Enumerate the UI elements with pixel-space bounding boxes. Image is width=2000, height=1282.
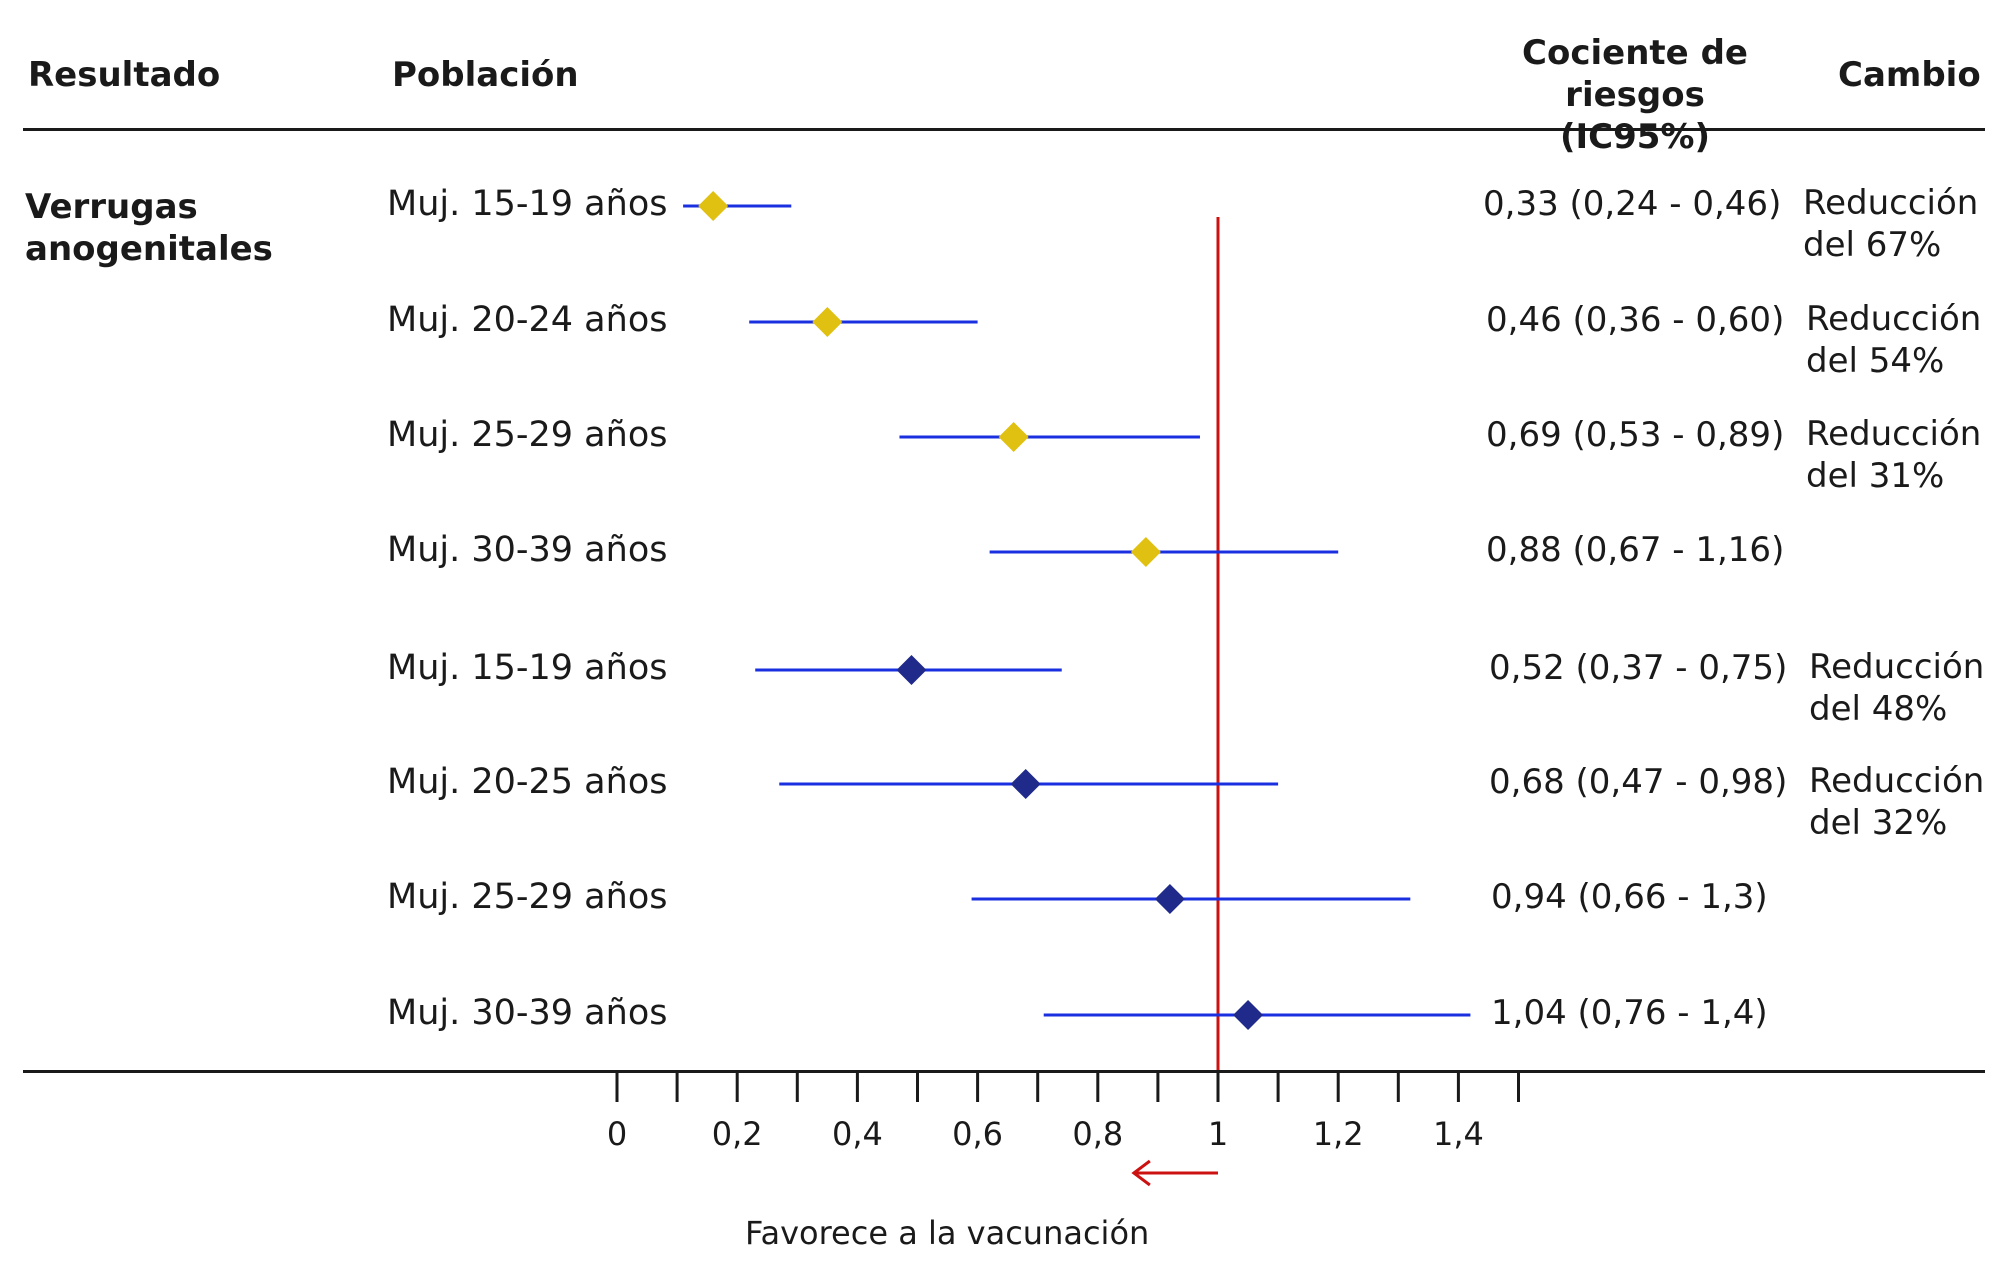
outcome-label-line2: anogenitales: [25, 229, 273, 269]
change-value: Reducción del 48%: [1809, 646, 1984, 730]
header-risk-ratio-line2: (IC95%): [1559, 117, 1711, 157]
change-line1: Reducción: [1806, 299, 1982, 339]
estimate-marker: [896, 655, 927, 685]
x-axis-tick-label: 0,8: [1072, 1115, 1123, 1153]
change-line2: del 31%: [1806, 456, 1945, 496]
change-line2: del 67%: [1803, 225, 1942, 265]
header-risk-ratio: Cociente de riesgos (IC95%): [1455, 32, 1815, 158]
change-line1: Reducción: [1809, 647, 1985, 687]
favors-vaccination-label: Favorece a la vacunación: [745, 1214, 1150, 1252]
favor-arrow-head: [1131, 1159, 1151, 1187]
population-label: Muj. 30-39 años: [387, 993, 668, 1033]
change-value: Reducción del 67%: [1803, 182, 1978, 266]
estimate-marker: [1154, 884, 1185, 914]
population-label: Muj. 20-24 años: [387, 300, 668, 340]
x-axis-tick-label: 0,2: [712, 1115, 763, 1153]
estimate-marker: [698, 191, 729, 221]
change-line1: Reducción: [1803, 183, 1979, 223]
estimate-marker: [812, 307, 843, 337]
risk-ratio-value: 0,69 (0,53 - 0,89): [1486, 415, 1785, 455]
change-value: Reducción del 54%: [1806, 298, 1981, 382]
header-population: Población: [392, 55, 579, 95]
change-line1: Reducción: [1806, 414, 1982, 454]
x-axis-tick-label: 1,4: [1433, 1115, 1484, 1153]
risk-ratio-value: 0,46 (0,36 - 0,60): [1486, 300, 1785, 340]
change-line1: Reducción: [1809, 761, 1985, 801]
axis-baseline: [23, 1070, 1985, 1073]
risk-ratio-value: 0,68 (0,47 - 0,98): [1489, 762, 1788, 802]
estimate-marker: [1010, 769, 1041, 799]
estimate-marker: [998, 422, 1029, 452]
population-label: Muj. 20-25 años: [387, 762, 668, 802]
risk-ratio-value: 1,04 (0,76 - 1,4): [1491, 993, 1768, 1033]
change-value: Reducción del 32%: [1809, 760, 1984, 844]
header-risk-ratio-line1: Cociente de riesgos: [1522, 33, 1748, 115]
outcome-label: Verrugas anogenitales: [25, 186, 273, 270]
header-result: Resultado: [28, 55, 221, 95]
estimate-marker: [1130, 537, 1161, 567]
risk-ratio-value: 0,33 (0,24 - 0,46): [1483, 184, 1782, 224]
header-rule: [23, 128, 1985, 131]
population-label: Muj. 25-29 años: [387, 415, 668, 455]
population-label: Muj. 25-29 años: [387, 877, 668, 917]
risk-ratio-value: 0,94 (0,66 - 1,3): [1491, 877, 1768, 917]
population-label: Muj. 15-19 años: [387, 648, 668, 688]
x-axis-tick-label: 0,4: [832, 1115, 883, 1153]
population-label: Muj. 30-39 años: [387, 530, 668, 570]
risk-ratio-value: 0,52 (0,37 - 0,75): [1489, 648, 1788, 688]
header-change: Cambio: [1838, 55, 1981, 95]
x-axis-tick-label: 0: [607, 1115, 627, 1153]
outcome-label-line1: Verrugas: [25, 187, 198, 227]
risk-ratio-value: 0,88 (0,67 - 1,16): [1486, 530, 1785, 570]
change-line2: del 54%: [1806, 341, 1945, 381]
population-label: Muj. 15-19 años: [387, 184, 668, 224]
estimate-marker: [1233, 1000, 1264, 1030]
x-axis-tick-label: 0,6: [952, 1115, 1003, 1153]
x-axis-tick-label: 1: [1208, 1115, 1228, 1153]
change-line2: del 32%: [1809, 803, 1948, 843]
x-axis-tick-label: 1,2: [1313, 1115, 1364, 1153]
change-value: Reducción del 31%: [1806, 413, 1981, 497]
change-line2: del 48%: [1809, 689, 1948, 729]
